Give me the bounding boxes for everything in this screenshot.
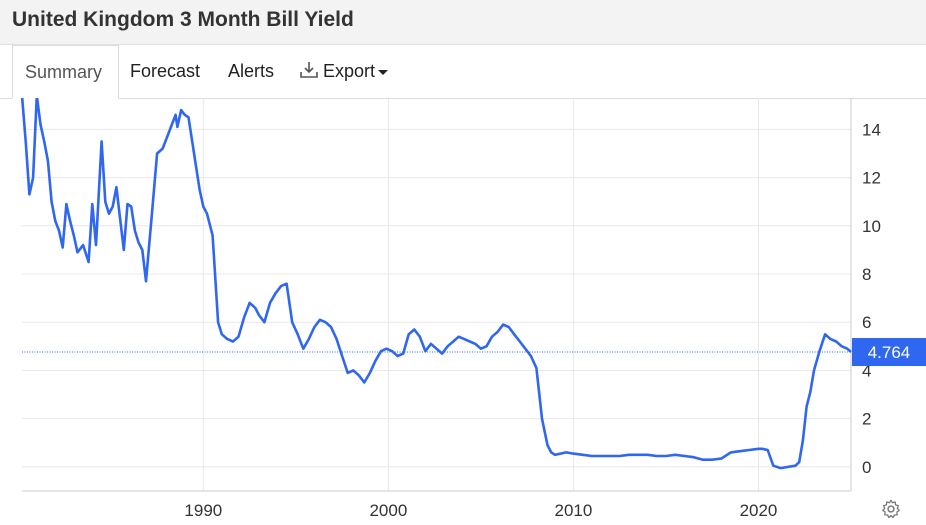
y-tick-label: 8	[862, 265, 871, 284]
y-tick-label: 14	[862, 120, 881, 139]
labels: 0 2 4 6 8 10 12 14 1990 2000 2010 2020 4.764	[184, 120, 926, 520]
current-value-label: 4.764	[868, 343, 911, 362]
tab-alerts-label: Alerts	[228, 61, 275, 81]
export-dropdown[interactable]: Export	[299, 45, 389, 98]
x-tick-label: 2000	[369, 501, 407, 520]
gear-icon[interactable]	[880, 498, 902, 520]
tab-summary-label: Summary	[25, 62, 103, 82]
y-tick-label: 0	[862, 458, 871, 477]
x-tick-label: 2010	[555, 501, 593, 520]
axes	[22, 98, 852, 492]
tab-forecast[interactable]: Forecast	[130, 45, 200, 98]
y-tick-label: 12	[862, 169, 881, 188]
export-label: Export	[323, 61, 376, 81]
data-layer	[20, 98, 852, 470]
grid	[22, 98, 851, 491]
y-tick-label: 2	[862, 410, 871, 429]
y-tick-label: 10	[862, 217, 881, 236]
download-icon	[300, 62, 318, 78]
series-line	[20, 98, 852, 470]
x-tick-label: 1990	[184, 501, 222, 520]
tab-alerts[interactable]: Alerts	[228, 45, 274, 98]
chevron-down-icon	[378, 69, 389, 75]
tab-bar: Summary Forecast Alerts Export	[0, 45, 926, 99]
yield-line-chart: 0 2 4 6 8 10 12 14 1990 2000 2010 2020 4.764	[20, 98, 926, 520]
page-title: United Kingdom 3 Month Bill Yield	[12, 8, 354, 31]
y-tick-label: 6	[862, 313, 871, 332]
tab-forecast-label: Forecast	[130, 61, 201, 81]
current-value-badge	[852, 338, 926, 367]
tab-summary[interactable]: Summary	[12, 45, 119, 99]
y-tick-label: 4	[862, 361, 871, 380]
x-tick-label: 2020	[740, 501, 778, 520]
title-bar: United Kingdom 3 Month Bill Yield	[0, 0, 926, 45]
